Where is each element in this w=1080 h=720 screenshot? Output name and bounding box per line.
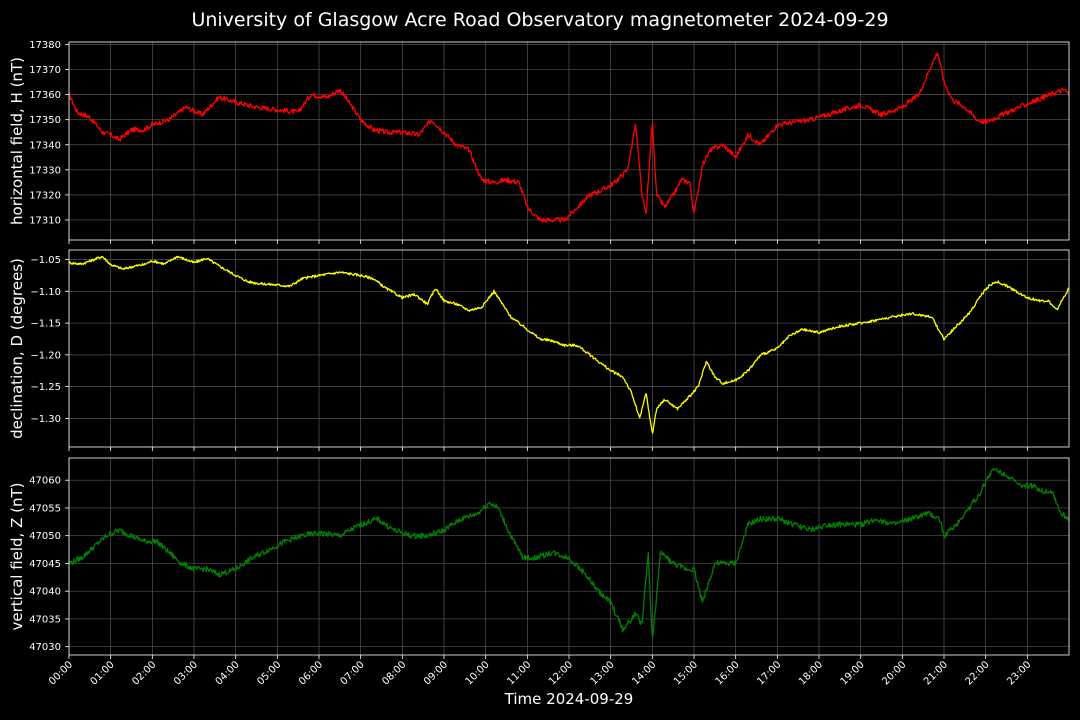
series-line	[68, 255, 1070, 434]
x-tick-label: 05:00	[255, 659, 283, 687]
series-line	[68, 52, 1070, 223]
x-tick-label: 16:00	[714, 659, 742, 687]
x-tick-label: 13:00	[589, 659, 617, 687]
y-tick-label: −1.20	[30, 350, 61, 361]
x-tick-label: 09:00	[422, 659, 450, 687]
y-tick-label: −1.30	[30, 414, 61, 425]
x-tick-label: 06:00	[297, 659, 325, 687]
y-tick-label: 47035	[29, 614, 61, 625]
y-tick-label: 47055	[29, 503, 61, 514]
x-tick-label: 03:00	[172, 659, 200, 687]
series-line	[68, 467, 1070, 638]
x-tick-label: 17:00	[755, 659, 783, 687]
x-axis-label: Time 2024-09-29	[504, 690, 634, 708]
y-tick-label: 17340	[29, 140, 61, 151]
panel-frame	[68, 249, 1070, 448]
x-tick-label: 15:00	[672, 659, 700, 687]
y-tick-label: 47030	[29, 642, 61, 653]
y-tick-label: 17370	[29, 65, 61, 76]
y-tick-label: 17380	[29, 40, 61, 51]
panel-frame	[68, 457, 1070, 656]
x-tick-label: 18:00	[797, 659, 825, 687]
x-tick-label: 20:00	[880, 659, 908, 687]
x-tick-label: 01:00	[89, 659, 117, 687]
x-tick-label: 08:00	[380, 659, 408, 687]
y-tick-label: 47050	[29, 531, 61, 542]
x-tick-label: 22:00	[964, 659, 992, 687]
y-tick-label: 47040	[29, 587, 61, 598]
y-axis-label: declination, D (degrees)	[8, 258, 26, 439]
x-tick-label: 21:00	[922, 659, 950, 687]
x-tick-label: 07:00	[339, 659, 367, 687]
x-tick-label: 02:00	[130, 659, 158, 687]
x-tick-label: 14:00	[630, 659, 658, 687]
y-tick-label: −1.15	[30, 319, 61, 330]
x-tick-label: 10:00	[464, 659, 492, 687]
y-tick-label: 17360	[29, 90, 61, 101]
y-tick-label: 17320	[29, 190, 61, 201]
y-axis-label: horizontal field, H (nT)	[8, 57, 26, 225]
y-tick-label: −1.05	[30, 255, 61, 266]
y-tick-label: −1.10	[30, 287, 61, 298]
x-tick-label: 23:00	[1005, 659, 1033, 687]
y-axis-label: vertical field, Z (nT)	[8, 482, 26, 630]
y-tick-label: 17350	[29, 115, 61, 126]
y-tick-label: 17330	[29, 165, 61, 176]
x-tick-label: 00:00	[47, 659, 75, 687]
y-tick-label: 47060	[29, 476, 61, 487]
x-tick-label: 12:00	[547, 659, 575, 687]
y-tick-label: 47045	[29, 559, 61, 570]
x-tick-label: 04:00	[214, 659, 242, 687]
y-tick-label: 17310	[29, 215, 61, 226]
x-tick-label: 11:00	[505, 659, 533, 687]
x-tick-label: 19:00	[839, 659, 867, 687]
chart-title: University of Glasgow Acre Road Observat…	[191, 9, 889, 31]
panel-frame	[68, 41, 1070, 241]
y-tick-label: −1.25	[30, 382, 61, 393]
